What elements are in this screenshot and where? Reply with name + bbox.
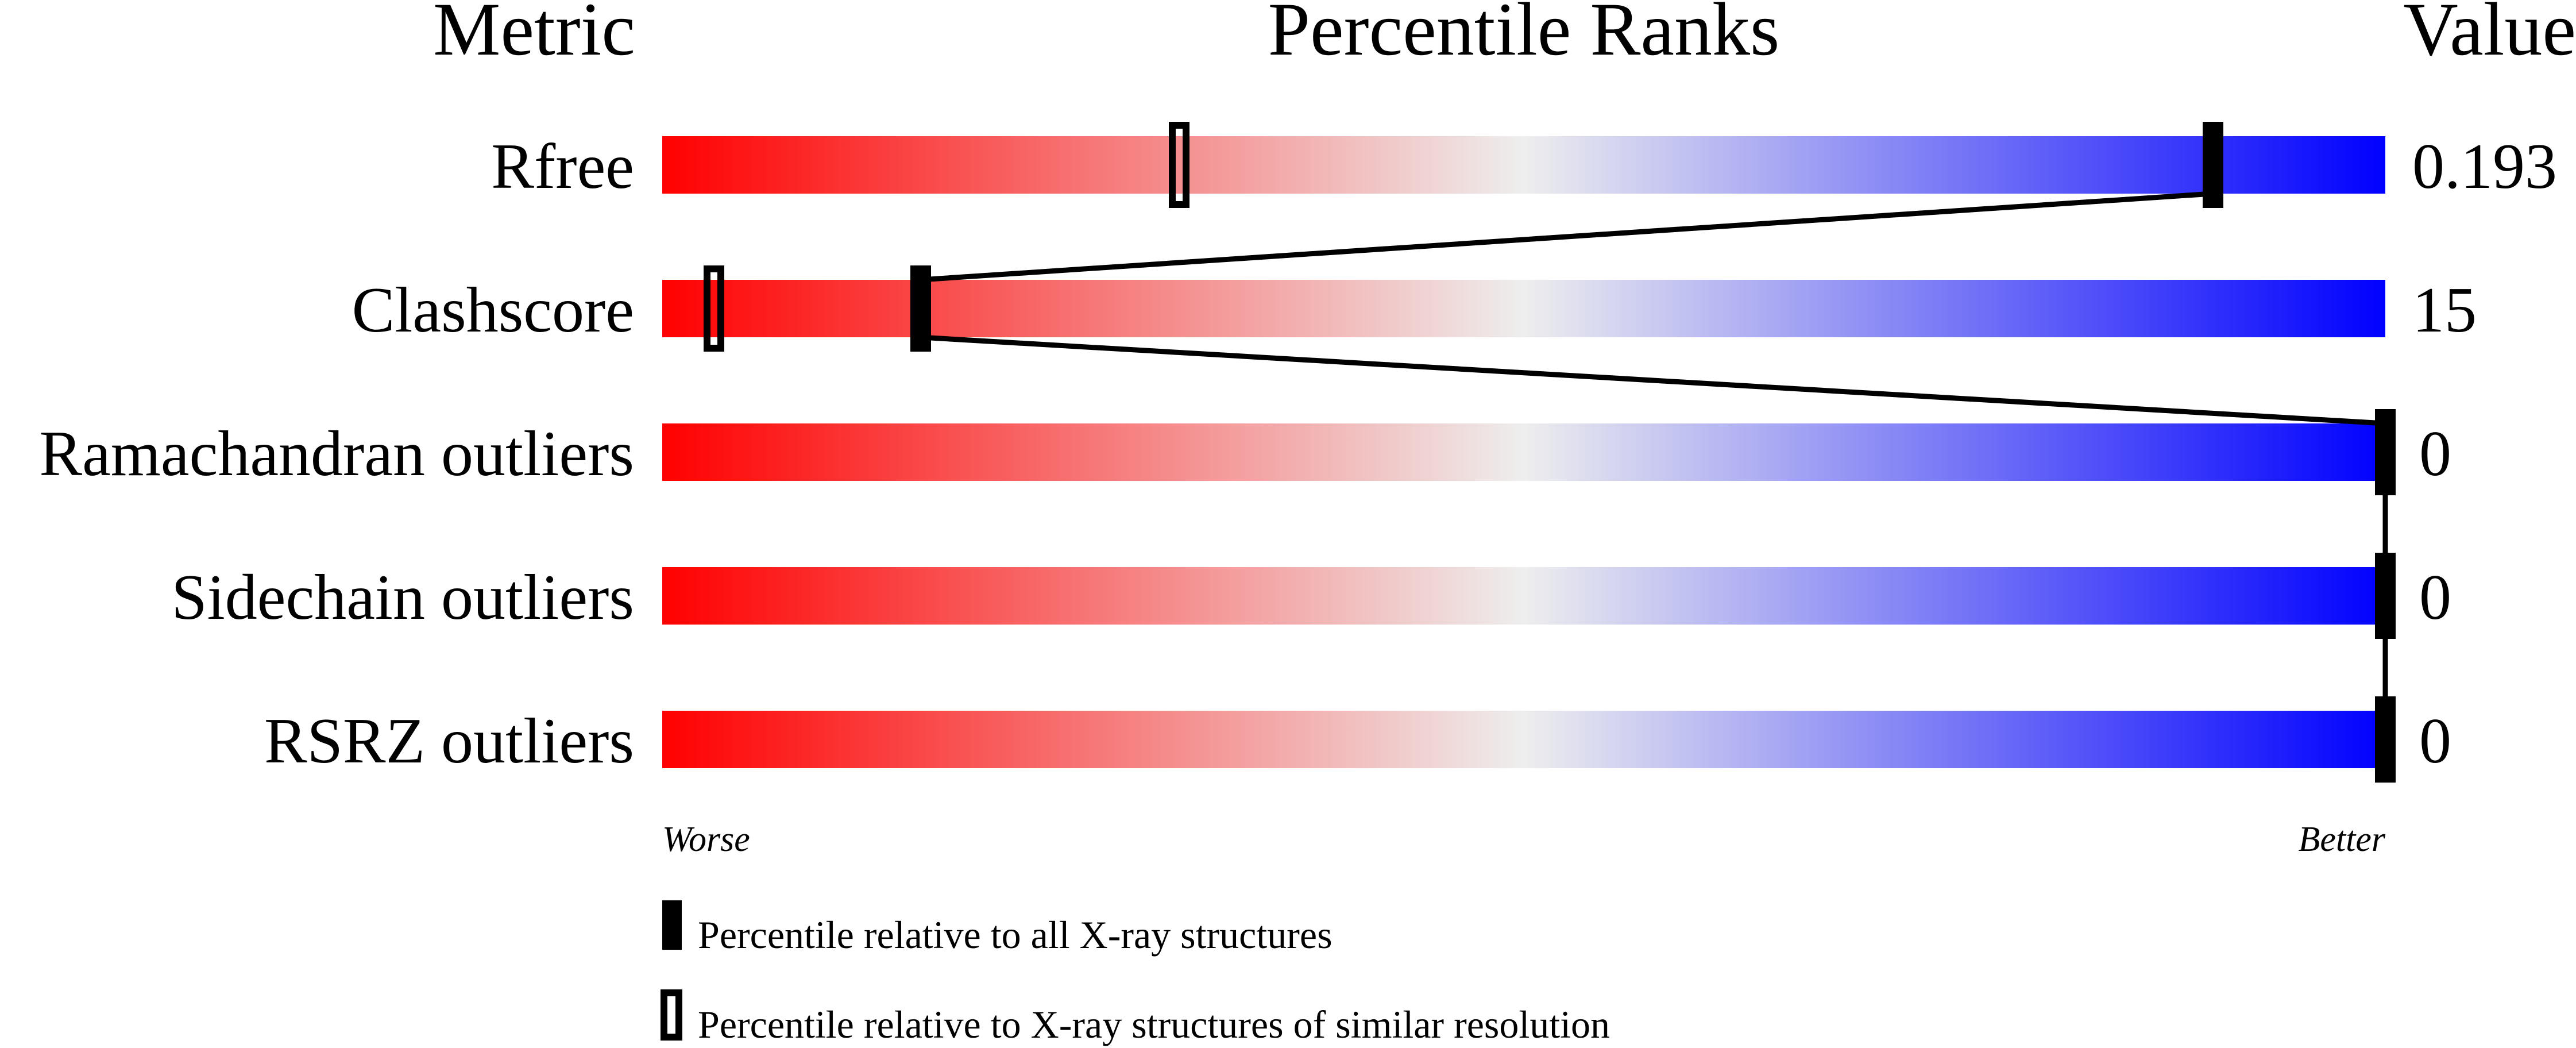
legend-hollow-marker bbox=[661, 989, 682, 1041]
similar-resolution-percentile-marker bbox=[704, 265, 724, 352]
all-structures-percentile-marker bbox=[910, 265, 931, 352]
metric-label: Sidechain outliers bbox=[171, 562, 634, 633]
metric-value: 0 bbox=[2419, 562, 2451, 633]
percentile-bar bbox=[662, 280, 2385, 337]
metric-value: 15 bbox=[2412, 275, 2477, 346]
metric-value: 0 bbox=[2419, 418, 2451, 490]
all-structures-percentile-marker bbox=[2375, 553, 2396, 639]
better-label: Better bbox=[2299, 820, 2386, 859]
legend-all-label: Percentile relative to all X-ray structu… bbox=[698, 913, 1333, 957]
header-metric: Metric bbox=[433, 0, 635, 71]
header-percentile-ranks: Percentile Ranks bbox=[1268, 0, 1780, 71]
percentile-bar bbox=[662, 136, 2385, 194]
all-structures-percentile-marker bbox=[2375, 696, 2396, 783]
all-structures-percentile-marker bbox=[2375, 409, 2396, 495]
metric-value: 0.193 bbox=[2412, 131, 2557, 202]
metric-label: Rfree bbox=[491, 131, 634, 202]
worse-label: Worse bbox=[662, 820, 750, 859]
similar-resolution-percentile-marker bbox=[1169, 122, 1189, 208]
metric-label: Clashscore bbox=[352, 275, 634, 346]
percentile-bar bbox=[662, 711, 2385, 768]
legend-filled-marker bbox=[662, 900, 682, 950]
percentile-bar bbox=[662, 423, 2385, 481]
percentile-bar bbox=[662, 567, 2385, 625]
legend-similar-label: Percentile relative to X-ray structures … bbox=[698, 1003, 1610, 1046]
metric-label: Ramachandran outliers bbox=[39, 418, 634, 490]
percentile-connector-line bbox=[920, 334, 2386, 426]
metric-value: 0 bbox=[2419, 706, 2451, 777]
percentile-connector-line bbox=[920, 191, 2214, 283]
header-value: Value bbox=[2403, 0, 2576, 71]
all-structures-percentile-marker bbox=[2203, 122, 2223, 208]
metric-label: RSRZ outliers bbox=[264, 706, 634, 777]
